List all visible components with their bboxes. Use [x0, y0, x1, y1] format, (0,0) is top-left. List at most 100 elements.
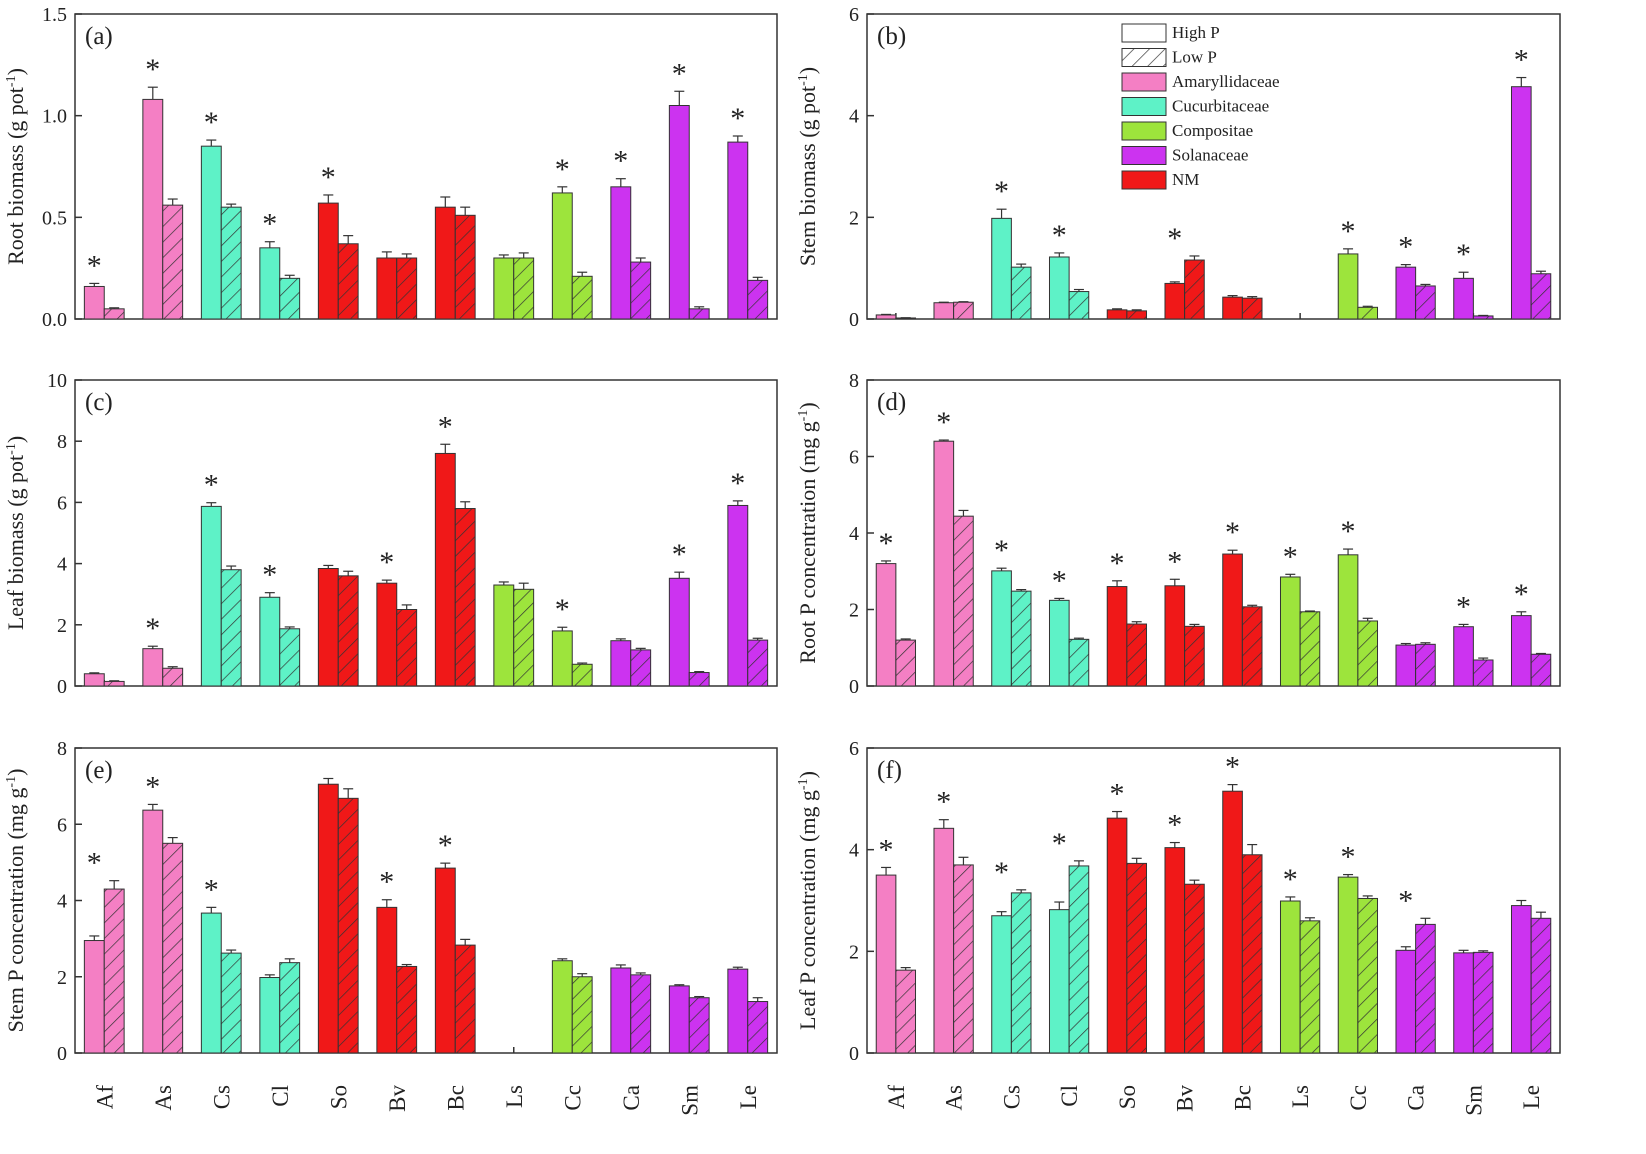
- bar-high-p-bv: [1164, 847, 1186, 1054]
- bar-high-p-le: [1510, 615, 1532, 687]
- x-category-label: So: [1115, 1085, 1140, 1109]
- bar-high-p-sm: [1453, 277, 1474, 320]
- bar-high-p-as: [142, 648, 164, 687]
- x-category-label: Cl: [1057, 1085, 1082, 1107]
- significance-star: *: [879, 527, 894, 560]
- legend-swatch: [1121, 97, 1167, 116]
- bar-high-p-so: [317, 783, 339, 1054]
- y-tick-label: 4: [849, 106, 859, 128]
- bar-hatch-as: [953, 864, 974, 1053]
- y-tick-label: 10: [47, 370, 67, 392]
- bar-high-p-ca: [610, 186, 632, 320]
- y-tick-label: 0.5: [42, 207, 67, 229]
- bar-hatch-so: [338, 575, 359, 686]
- x-category-label: Cc: [560, 1085, 585, 1111]
- bar-high-p-ca: [610, 640, 632, 687]
- bar-hatch-bc: [455, 215, 476, 319]
- y-tick-label: 2: [849, 600, 859, 622]
- bar-hatch-bv: [1184, 884, 1205, 1053]
- bar-high-p-sm: [1453, 952, 1474, 1054]
- significance-star: *: [1110, 778, 1125, 811]
- significance-star: *: [379, 866, 394, 899]
- significance-star: *: [438, 829, 453, 862]
- x-category-label: So: [326, 1085, 351, 1109]
- legend-swatch: [1121, 121, 1167, 141]
- bar-high-p-bv: [376, 582, 398, 687]
- x-category-label: Bc: [443, 1085, 468, 1111]
- bar-high-p-bc: [434, 867, 456, 1054]
- chart-panel-e: 0 2 4 6 8 Stem P concentration (mg g-1) (e) * Af…: [3, 738, 778, 1116]
- significance-star: *: [1167, 809, 1182, 842]
- significance-star: *: [613, 145, 628, 178]
- y-tick-label: 0: [57, 676, 67, 698]
- significance-star: *: [994, 175, 1009, 208]
- significance-star: *: [1052, 564, 1067, 597]
- y-axis-label: Stem biomass (g pot-1): [795, 67, 820, 266]
- bar-high-p-bv: [1164, 585, 1186, 687]
- bar-high-p-as: [933, 440, 955, 687]
- bar-high-p-le: [727, 968, 749, 1054]
- bar-hatch-as: [953, 302, 974, 319]
- bar-high-p-cs: [200, 912, 222, 1054]
- y-tick-label: 6: [57, 814, 67, 836]
- bar-high-p-bc: [1222, 296, 1243, 320]
- bar-hatch-so: [338, 798, 359, 1053]
- bar-hatch-bc: [455, 945, 476, 1053]
- legend-label: Compositae: [1172, 121, 1253, 140]
- y-tick-label: 2: [849, 941, 859, 963]
- bar-high-p-bv: [376, 906, 398, 1054]
- bar-high-p-cs: [200, 505, 222, 687]
- bar-hatch-af: [104, 308, 125, 319]
- bar-hatch-cl: [279, 628, 300, 686]
- bar-high-p-so: [1106, 586, 1128, 687]
- y-tick-label: 4: [57, 891, 67, 913]
- bar-high-p-ca: [1395, 644, 1417, 687]
- bar-hatch-le: [1531, 273, 1551, 319]
- significance-star: *: [321, 161, 336, 194]
- x-category-label: Ls: [1288, 1085, 1313, 1108]
- bar-hatch-cs: [1011, 892, 1032, 1053]
- x-category-label: Cl: [268, 1085, 293, 1107]
- significance-star: *: [672, 538, 687, 571]
- x-category-label: Le: [736, 1085, 761, 1109]
- bar-high-p-cl: [259, 247, 281, 320]
- bar-high-p-af: [875, 314, 897, 320]
- bar-high-p-ca: [610, 967, 632, 1054]
- bar-high-p-cc: [1337, 876, 1359, 1054]
- bar-high-p-le: [1510, 86, 1532, 320]
- bar-high-p-af: [875, 874, 897, 1054]
- bar-high-p-cc: [551, 960, 573, 1054]
- bar-high-p-sm: [668, 577, 690, 687]
- plot-frame: [74, 379, 778, 687]
- y-axis-label: Stem P concentration (mg g-1): [3, 769, 28, 1033]
- y-tick-label: 4: [849, 840, 859, 862]
- bar-high-p-le: [1510, 905, 1532, 1054]
- bar-high-p-cs: [200, 145, 222, 320]
- bar-high-p-le: [727, 141, 749, 320]
- bar-hatch-cc: [572, 276, 593, 319]
- bar-hatch-cs: [221, 207, 242, 319]
- significance-star: *: [145, 53, 160, 86]
- y-tick-label: 8: [849, 370, 859, 392]
- y-axis-label: Leaf P concentration (mg g-1): [795, 771, 820, 1030]
- bar-hatch-af: [104, 889, 125, 1053]
- significance-star: *: [1341, 515, 1356, 548]
- bar-hatch-cc: [1357, 620, 1378, 686]
- y-tick-label: 6: [849, 447, 859, 469]
- x-category-label: Ls: [502, 1085, 527, 1108]
- bar-hatch-le: [1531, 918, 1551, 1053]
- significance-star: *: [1283, 863, 1298, 896]
- x-category-label: As: [942, 1085, 967, 1111]
- legend-swatch: [1121, 146, 1167, 165]
- significance-star: *: [1398, 231, 1413, 264]
- panel-label: (a): [85, 23, 113, 50]
- significance-star: *: [204, 469, 219, 502]
- bar-high-p-as: [933, 302, 955, 320]
- bar-high-p-so: [1106, 817, 1128, 1054]
- bar-high-p-af: [83, 285, 105, 320]
- significance-star: *: [204, 873, 219, 906]
- y-tick-label: 0.0: [42, 309, 67, 331]
- bar-high-p-sm: [668, 985, 690, 1054]
- legend-label: Cucurbitaceae: [1172, 97, 1269, 116]
